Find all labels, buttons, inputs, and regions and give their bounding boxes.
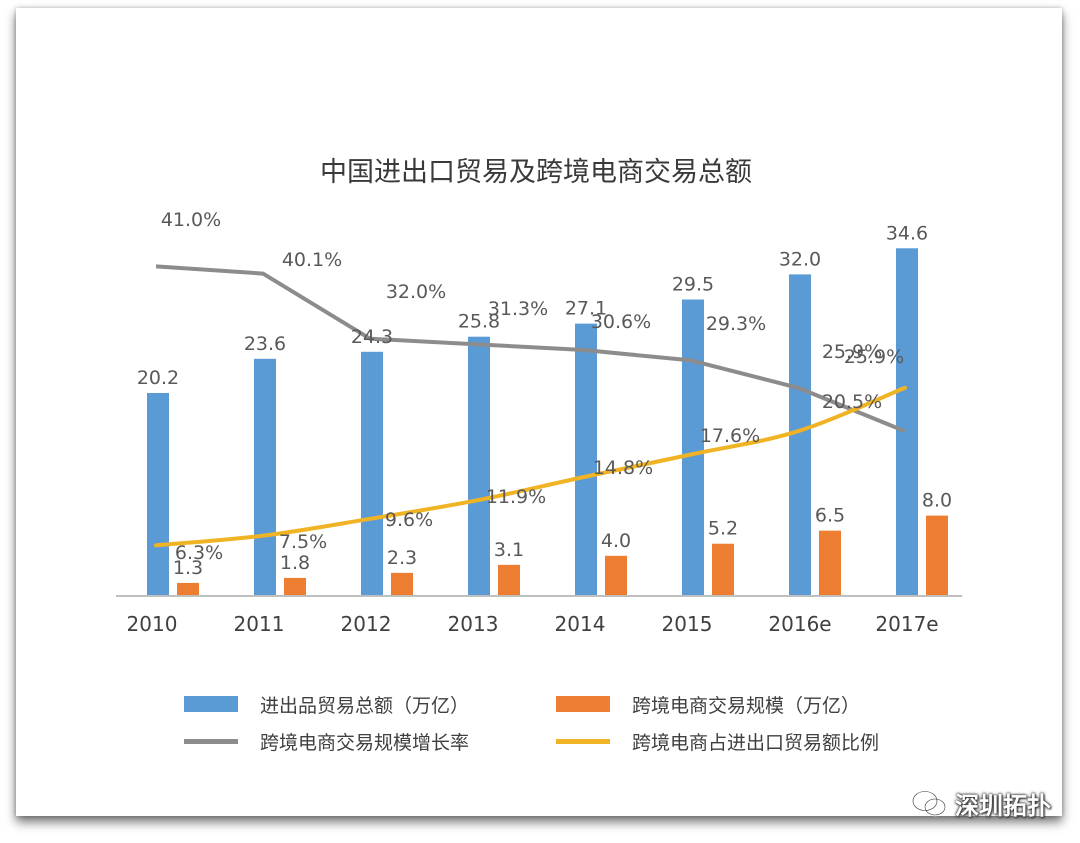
legend-item-ecommerce-scale: 跨境电商交易规模（万亿） xyxy=(556,691,860,717)
bar-layer xyxy=(147,248,948,596)
data-label-trade-total: 27.1 xyxy=(565,298,607,320)
data-label-share-ratio: 11.9% xyxy=(486,486,546,508)
data-label-trade-total: 23.6 xyxy=(244,333,286,355)
data-label-ecommerce-scale: 6.5 xyxy=(815,505,845,527)
bar-trade-total xyxy=(147,392,169,596)
legend-label: 跨境电商交易规模（万亿） xyxy=(632,694,861,717)
x-tick-label: 2016e xyxy=(768,612,831,636)
bar-trade-total xyxy=(468,336,490,596)
data-label-trade-total: 34.6 xyxy=(886,222,928,244)
data-label-ecommerce-scale: 2.3 xyxy=(387,547,417,569)
data-label-trade-total: 20.2 xyxy=(137,367,179,389)
data-label-layer: 20.2 1.3 23.6 1.8 24.3 2.3 25.8 3.1 27.1 4.0 29.5 5… xyxy=(137,209,952,579)
chart-card: 中国进出口贸易及跨境电商交易总额 2010 2011 2012 2013 2014 201… xyxy=(16,8,1062,820)
x-tick-label: 2017e xyxy=(875,612,938,636)
data-label-share-ratio: 6.3% xyxy=(175,542,223,564)
chart-canvas: 中国进出口贸易及跨境电商交易总额 2010 2011 2012 2013 2014 201… xyxy=(116,157,962,636)
data-label-growth-rate: 25.9% xyxy=(822,341,882,363)
data-label-share-ratio: 17.6% xyxy=(700,425,760,447)
bar-ecommerce-scale xyxy=(498,564,520,596)
data-label-share-ratio: 25.9% xyxy=(844,346,904,368)
data-label-ecommerce-scale: 1.3 xyxy=(173,557,203,579)
data-label-ecommerce-scale: 4.0 xyxy=(601,530,631,552)
legend-label: 进出品贸易总额（万亿） xyxy=(260,694,470,717)
x-tick-label: 2014 xyxy=(555,612,606,636)
series-line-growth-rate xyxy=(155,264,906,434)
bar-ecommerce-scale xyxy=(284,577,306,596)
bar-ecommerce-scale xyxy=(391,572,413,596)
bar-ecommerce-scale xyxy=(926,515,948,596)
data-label-trade-total: 24.3 xyxy=(351,326,393,348)
legend-item-growth-rate: 跨境电商交易规模增长率 xyxy=(184,728,469,754)
bar-trade-total xyxy=(361,351,383,596)
x-tick-label: 2013 xyxy=(448,612,499,636)
data-label-share-ratio: 7.5% xyxy=(279,531,327,553)
watermark: 深圳拓扑 xyxy=(911,786,1051,821)
bar-ecommerce-scale xyxy=(177,582,199,596)
series-line-share-ratio xyxy=(154,385,907,548)
line-layer xyxy=(154,264,907,548)
data-label-growth-rate: 40.1% xyxy=(282,249,342,271)
bar-trade-total xyxy=(896,248,918,596)
data-label-growth-rate: 30.6% xyxy=(591,311,651,333)
bar-ecommerce-scale xyxy=(712,543,734,596)
data-label-trade-total: 25.8 xyxy=(458,311,500,333)
data-label-ecommerce-scale: 1.8 xyxy=(280,552,310,574)
bar-ecommerce-scale xyxy=(605,555,627,596)
legend-swatch xyxy=(556,696,610,712)
data-label-growth-rate: 32.0% xyxy=(386,281,446,303)
x-tick-label: 2011 xyxy=(234,612,285,636)
legend-swatch xyxy=(556,738,610,744)
bar-trade-total xyxy=(254,358,276,596)
legend-label: 跨境电商占进出口贸易额比例 xyxy=(632,731,880,754)
data-label-share-ratio: 14.8% xyxy=(593,457,653,479)
legend-label: 跨境电商交易规模增长率 xyxy=(260,731,470,754)
x-axis: 2010 2011 2012 2013 2014 2015 2016e 2017e xyxy=(116,595,962,636)
legend-swatch xyxy=(184,738,238,744)
x-tick-label: 2010 xyxy=(127,612,178,636)
bar-trade-total xyxy=(682,299,704,596)
x-tick-label: 2015 xyxy=(662,612,713,636)
watermark-text: 深圳拓扑 xyxy=(955,792,1051,820)
data-label-trade-total: 29.5 xyxy=(672,274,714,296)
bar-trade-total xyxy=(575,323,597,596)
wechat-icon xyxy=(911,789,947,816)
data-label-growth-rate: 29.3% xyxy=(706,313,766,335)
data-label-growth-rate: 20.5% xyxy=(822,391,882,413)
data-label-growth-rate: 31.3% xyxy=(488,298,548,320)
legend-swatch xyxy=(184,696,238,712)
data-label-ecommerce-scale: 8.0 xyxy=(922,490,952,512)
data-label-ecommerce-scale: 3.1 xyxy=(494,539,524,561)
data-label-growth-rate: 41.0% xyxy=(161,209,221,231)
data-label-ecommerce-scale: 5.2 xyxy=(708,518,738,540)
chart-title: 中国进出口贸易及跨境电商交易总额 xyxy=(320,157,752,188)
x-tick-label: 2012 xyxy=(341,612,392,636)
data-label-trade-total: 32.0 xyxy=(779,248,821,270)
bar-ecommerce-scale xyxy=(819,530,841,596)
legend-item-trade-total: 进出品贸易总额（万亿） xyxy=(184,691,469,717)
data-label-share-ratio: 9.6% xyxy=(385,509,433,531)
bar-trade-total xyxy=(789,274,811,596)
legend-item-share-ratio: 跨境电商占进出口贸易额比例 xyxy=(556,728,879,754)
